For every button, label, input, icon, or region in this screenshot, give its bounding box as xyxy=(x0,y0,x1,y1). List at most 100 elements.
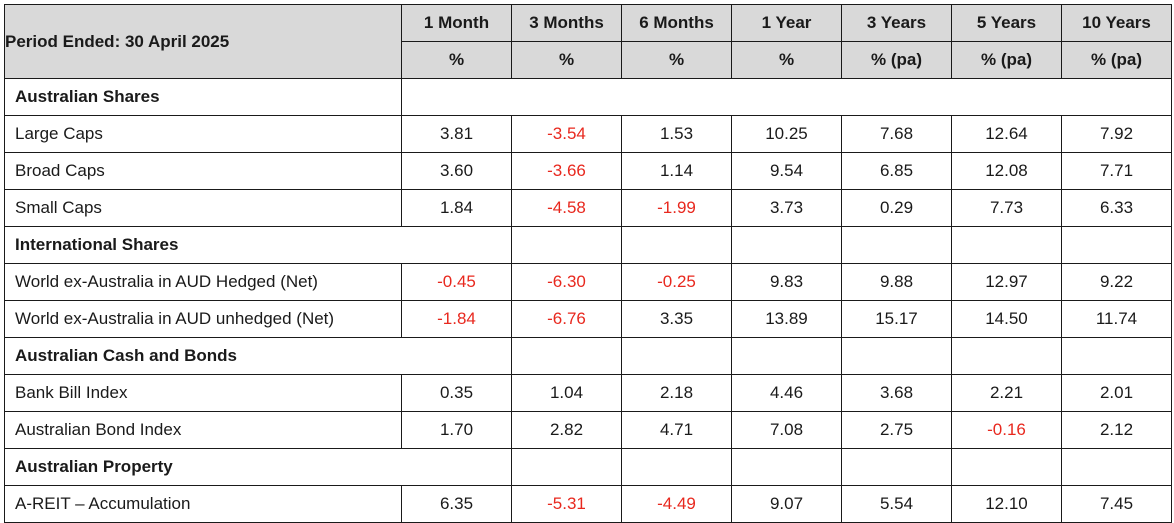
performance-table: Period Ended: 30 April 2025 1 Month 3 Mo… xyxy=(4,4,1172,523)
table-row: Broad Caps 3.60 -3.66 1.14 9.54 6.85 12.08 7.71 xyxy=(4,152,1172,190)
return-value-cell: 2.21 xyxy=(951,374,1062,412)
return-value-cell: 7.71 xyxy=(1061,152,1172,190)
section-empty-cell xyxy=(841,337,952,375)
return-value-cell: 4.46 xyxy=(731,374,842,412)
period-label: Period Ended: 30 April 2025 xyxy=(4,4,402,79)
section-empty-cell xyxy=(401,78,1172,116)
table-row: World ex-Australia in AUD unhedged (Net)… xyxy=(4,300,1172,338)
col-header-3-years: 3 Years xyxy=(841,4,952,42)
table-row: Large Caps 3.81 -3.54 1.53 10.25 7.68 12.64 7.9… xyxy=(4,115,1172,153)
header-row-periods: Period Ended: 30 April 2025 1 Month 3 Mo… xyxy=(4,4,1172,79)
section-empty-cell xyxy=(511,448,622,486)
section-empty-cell xyxy=(951,448,1062,486)
row-label: World ex-Australia in AUD Hedged (Net) xyxy=(4,263,402,301)
return-value-cell: 7.92 xyxy=(1061,115,1172,153)
return-value-cell: 10.25 xyxy=(731,115,842,153)
return-value-cell: 13.89 xyxy=(731,300,842,338)
section-empty-cell xyxy=(951,337,1062,375)
col-header-6-months: 6 Months xyxy=(621,4,732,42)
return-value-cell: -4.58 xyxy=(511,189,622,227)
col-header-1-year: 1 Year xyxy=(731,4,842,42)
row-label: Bank Bill Index xyxy=(4,374,402,412)
return-value-cell: 3.60 xyxy=(401,152,512,190)
return-value-cell: 15.17 xyxy=(841,300,952,338)
return-value-cell: -0.45 xyxy=(401,263,512,301)
table-row: Australian Bond Index 1.70 2.82 4.71 7.08 2.7… xyxy=(4,411,1172,449)
row-label: Australian Bond Index xyxy=(4,411,402,449)
col-unit: % xyxy=(621,41,732,79)
section-title: Australian Shares xyxy=(4,78,402,116)
section-empty-cell xyxy=(731,337,842,375)
table-row: World ex-Australia in AUD Hedged (Net) -0… xyxy=(4,263,1172,301)
return-value-cell: 12.08 xyxy=(951,152,1062,190)
return-value-cell: -0.25 xyxy=(621,263,732,301)
section-empty-cell xyxy=(511,337,622,375)
return-value-cell: 12.97 xyxy=(951,263,1062,301)
table-body: Australian Shares Large Caps 3.81 -3.54 1.53… xyxy=(4,78,1172,523)
col-unit: % xyxy=(511,41,622,79)
return-value-cell: 7.08 xyxy=(731,411,842,449)
section-empty-cell xyxy=(621,337,732,375)
col-unit: % (pa) xyxy=(951,41,1062,79)
return-value-cell: 14.50 xyxy=(951,300,1062,338)
col-header-1-month: 1 Month xyxy=(401,4,512,42)
section-title: International Shares xyxy=(4,226,512,264)
section-empty-cell xyxy=(511,226,622,264)
header-row-units: % % % % % (pa) % (pa) % (pa) xyxy=(5,41,1172,79)
return-value-cell: 6.85 xyxy=(841,152,952,190)
return-value-cell: 12.64 xyxy=(951,115,1062,153)
return-value-cell: -3.54 xyxy=(511,115,622,153)
return-value-cell: 6.35 xyxy=(401,485,512,523)
section-empty-cell xyxy=(621,226,732,264)
section-row: Australian Shares xyxy=(4,78,1172,116)
section-empty-cell xyxy=(731,448,842,486)
col-unit: % (pa) xyxy=(1061,41,1172,79)
return-value-cell: 12.10 xyxy=(951,485,1062,523)
col-header-10-years: 10 Years xyxy=(1061,4,1172,42)
section-empty-cell xyxy=(1061,448,1172,486)
return-value-cell: 11.74 xyxy=(1061,300,1172,338)
section-empty-cell xyxy=(951,226,1062,264)
row-label: World ex-Australia in AUD unhedged (Net) xyxy=(4,300,402,338)
section-empty-cell xyxy=(731,226,842,264)
section-title: Australian Cash and Bonds xyxy=(4,337,512,375)
return-value-cell: 6.33 xyxy=(1061,189,1172,227)
col-header-5-years: 5 Years xyxy=(951,4,1062,42)
return-value-cell: -3.66 xyxy=(511,152,622,190)
return-value-cell: 7.68 xyxy=(841,115,952,153)
return-value-cell: 4.71 xyxy=(621,411,732,449)
return-value-cell: 9.22 xyxy=(1061,263,1172,301)
return-value-cell: -6.76 xyxy=(511,300,622,338)
col-header-3-months: 3 Months xyxy=(511,4,622,42)
return-value-cell: -0.16 xyxy=(951,411,1062,449)
return-value-cell: 1.14 xyxy=(621,152,732,190)
return-value-cell: 9.88 xyxy=(841,263,952,301)
col-unit: % xyxy=(731,41,842,79)
return-value-cell: 3.73 xyxy=(731,189,842,227)
section-title: Australian Property xyxy=(4,448,512,486)
return-value-cell: 3.81 xyxy=(401,115,512,153)
return-value-cell: 3.68 xyxy=(841,374,952,412)
row-label: Broad Caps xyxy=(4,152,402,190)
return-value-cell: 9.07 xyxy=(731,485,842,523)
return-value-cell: 9.54 xyxy=(731,152,842,190)
return-value-cell: 0.35 xyxy=(401,374,512,412)
table-row: Small Caps 1.84 -4.58 -1.99 3.73 0.29 7.73 6.33 xyxy=(4,189,1172,227)
return-value-cell: 2.01 xyxy=(1061,374,1172,412)
section-row: Australian Cash and Bonds xyxy=(4,337,1172,375)
return-value-cell: -4.49 xyxy=(621,485,732,523)
section-empty-cell xyxy=(621,448,732,486)
return-value-cell: 2.12 xyxy=(1061,411,1172,449)
table-row: A-REIT – Accumulation 6.35 -5.31 -4.49 9.07 5… xyxy=(4,485,1172,523)
return-value-cell: 1.84 xyxy=(401,189,512,227)
return-value-cell: 7.73 xyxy=(951,189,1062,227)
return-value-cell: 2.82 xyxy=(511,411,622,449)
return-value-cell: 1.53 xyxy=(621,115,732,153)
section-empty-cell xyxy=(1061,337,1172,375)
return-value-cell: 2.18 xyxy=(621,374,732,412)
return-value-cell: 1.70 xyxy=(401,411,512,449)
section-empty-cell xyxy=(841,448,952,486)
table-row: Bank Bill Index 0.35 1.04 2.18 4.46 3.68 2.21 2… xyxy=(4,374,1172,412)
row-label: Large Caps xyxy=(4,115,402,153)
col-unit: % (pa) xyxy=(841,41,952,79)
